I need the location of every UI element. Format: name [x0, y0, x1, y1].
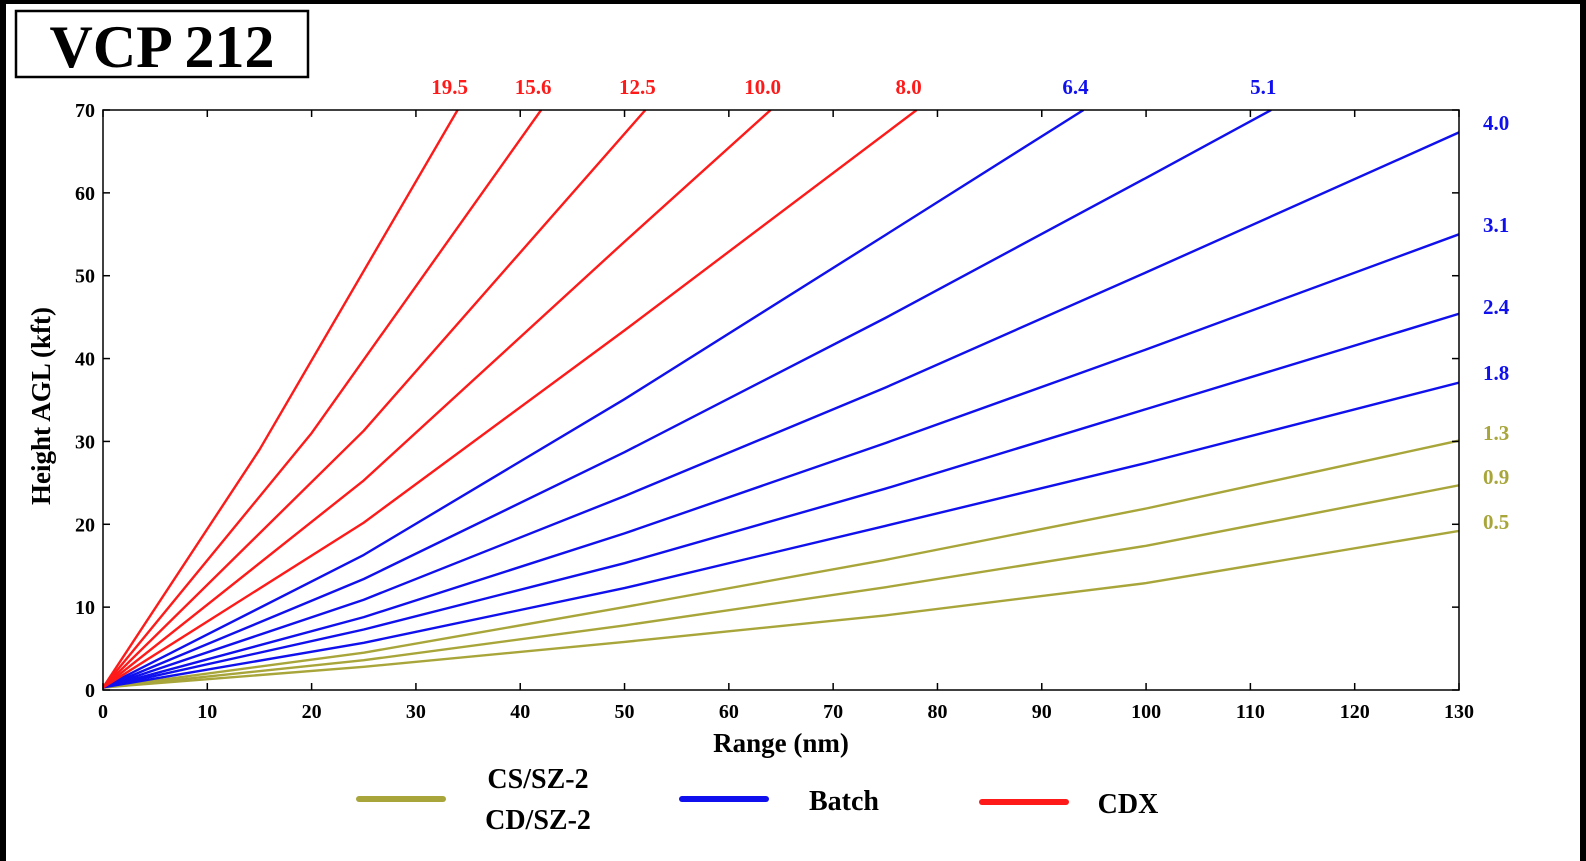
axes-frame: [102, 109, 1460, 691]
series-line-12.5: [103, 110, 647, 689]
series-line-1.3: [103, 439, 1459, 689]
elevation-label-15.6: 15.6: [515, 75, 552, 99]
series-line-10.0: [103, 110, 772, 689]
legend-label: Batch: [809, 786, 879, 817]
y-tick-label: 60: [75, 183, 95, 205]
title-box: VCP 212: [14, 9, 310, 80]
elevation-label-4.0: 4.0: [1483, 111, 1509, 135]
series-line-8.0: [103, 110, 918, 689]
elevation-label-6.4: 6.4: [1062, 75, 1089, 99]
x-tick-label: 130: [1444, 701, 1474, 723]
x-tick-label: 60: [719, 701, 739, 723]
elevation-label-2.4: 2.4: [1483, 295, 1510, 319]
series-line-19.5: [103, 110, 459, 689]
y-tick-label: 70: [75, 100, 95, 122]
y-axis-label: Height AGL (kft): [26, 307, 56, 505]
series-line-1.8: [103, 381, 1459, 689]
elevation-label-12.5: 12.5: [619, 75, 656, 99]
elevation-label-1.3: 1.3: [1483, 421, 1509, 445]
x-tick-label: 90: [1032, 701, 1052, 723]
elevation-label-0.5: 0.5: [1483, 510, 1509, 534]
x-tick-label: 120: [1340, 701, 1370, 723]
y-tick-label: 20: [75, 514, 95, 536]
x-tick-label: 80: [927, 701, 947, 723]
x-tick-label: 0: [98, 701, 108, 723]
elevation-label-3.1: 3.1: [1483, 213, 1509, 237]
chart-title: VCP 212: [50, 14, 275, 80]
series-line-0.9: [103, 484, 1459, 689]
legend-label: CD/SZ-2: [485, 805, 591, 836]
x-tick-label: 10: [197, 701, 217, 723]
x-tick-label: 110: [1236, 701, 1265, 723]
y-tick-label: 30: [75, 431, 95, 453]
elevation-label-0.9: 0.9: [1483, 465, 1509, 489]
y-tick-label: 50: [75, 266, 95, 288]
x-axis-label: Range (nm): [713, 728, 849, 758]
x-tick-label: 50: [615, 701, 635, 723]
x-tick-label: 20: [302, 701, 322, 723]
series-line-5.1: [103, 110, 1272, 689]
legend-label: CS/SZ-2: [487, 764, 588, 795]
x-tick-label: 100: [1131, 701, 1161, 723]
y-tick-label: 0: [85, 680, 95, 702]
series-line-4.0: [103, 131, 1459, 689]
series-line-3.1: [103, 233, 1459, 689]
elevation-label-8.0: 8.0: [895, 75, 921, 99]
x-tick-label: 70: [823, 701, 843, 723]
x-tick-label: 40: [510, 701, 530, 723]
series-group: [103, 110, 1459, 689]
y-tick-label: 40: [75, 349, 95, 371]
elevation-label-10.0: 10.0: [744, 75, 781, 99]
series-line-6.4: [103, 110, 1085, 689]
y-tick-label: 10: [75, 597, 95, 619]
chart-figure: VCP 212 0 10 20 30 40 50 60 70 80 90 100 110 120 130 0…: [6, 4, 1580, 861]
elevation-label-19.5: 19.5: [431, 75, 468, 99]
series-line-15.6: [103, 110, 543, 689]
legend: CS/SZ-2 CD/SZ-2 Batch CDX: [356, 764, 1159, 836]
legend-label: CDX: [1098, 789, 1159, 820]
series-line-0.5: [103, 529, 1459, 689]
elevation-label-1.8: 1.8: [1483, 361, 1509, 385]
elevation-angle-chart: VCP 212 0 10 20 30 40 50 60 70 80 90 100 110 120 1300…: [14, 9, 1510, 836]
elevation-label-5.1: 5.1: [1250, 75, 1276, 99]
series-line-2.4: [103, 312, 1459, 689]
plot-area: 0 10 20 30 40 50 60 70 80 90 100 110 120 130 0 10 20 30 40…: [75, 75, 1510, 723]
x-tick-label: 30: [406, 701, 426, 723]
